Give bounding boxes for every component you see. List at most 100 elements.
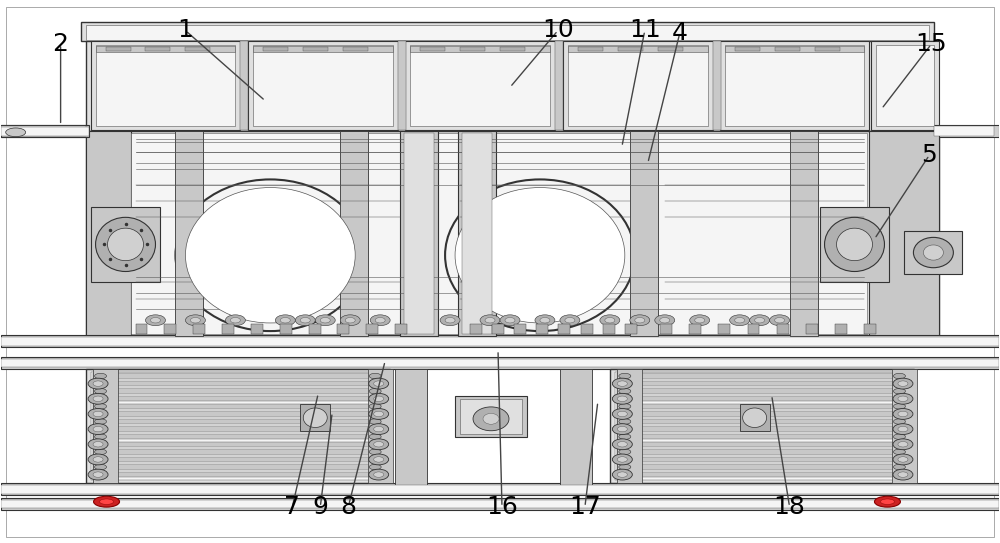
Bar <box>934 127 994 136</box>
Ellipse shape <box>374 396 384 401</box>
Ellipse shape <box>369 381 381 386</box>
Ellipse shape <box>619 419 631 424</box>
Ellipse shape <box>825 217 884 272</box>
Bar <box>93 381 383 386</box>
Ellipse shape <box>369 374 381 378</box>
Ellipse shape <box>893 441 905 447</box>
Bar <box>815 47 840 50</box>
Ellipse shape <box>619 381 631 386</box>
Bar <box>1 125 89 137</box>
Ellipse shape <box>93 426 103 432</box>
Ellipse shape <box>898 426 908 432</box>
Ellipse shape <box>303 408 327 427</box>
Bar <box>934 125 999 137</box>
Bar <box>740 404 770 431</box>
Ellipse shape <box>612 424 632 434</box>
Ellipse shape <box>6 128 26 137</box>
Ellipse shape <box>619 426 631 432</box>
Ellipse shape <box>617 472 627 477</box>
Bar <box>309 324 321 334</box>
Ellipse shape <box>93 396 103 401</box>
Bar <box>458 131 496 337</box>
Bar <box>617 426 907 432</box>
Ellipse shape <box>619 441 631 447</box>
Ellipse shape <box>635 318 645 323</box>
Ellipse shape <box>100 499 114 504</box>
Bar <box>96 45 235 127</box>
Bar <box>1 359 999 368</box>
Bar <box>617 388 907 394</box>
Bar <box>164 324 176 334</box>
Bar <box>93 403 383 409</box>
Bar <box>400 131 438 337</box>
Ellipse shape <box>612 469 632 480</box>
Ellipse shape <box>370 315 390 326</box>
Ellipse shape <box>605 318 615 323</box>
Bar <box>175 131 203 337</box>
Bar <box>617 472 907 477</box>
Ellipse shape <box>480 315 500 326</box>
Bar <box>93 457 383 462</box>
Ellipse shape <box>185 187 355 323</box>
Ellipse shape <box>619 449 631 454</box>
Bar <box>617 396 907 401</box>
Bar <box>1 357 999 369</box>
Ellipse shape <box>898 472 908 477</box>
Ellipse shape <box>280 318 290 323</box>
Ellipse shape <box>95 434 107 439</box>
Ellipse shape <box>440 315 460 326</box>
Ellipse shape <box>374 441 384 447</box>
Ellipse shape <box>374 457 384 462</box>
Bar <box>617 374 907 378</box>
Bar <box>1 500 999 508</box>
Ellipse shape <box>190 318 200 323</box>
Ellipse shape <box>369 449 381 454</box>
Ellipse shape <box>369 396 381 401</box>
Bar <box>617 449 907 454</box>
Ellipse shape <box>893 381 905 386</box>
Bar <box>1 483 999 495</box>
Ellipse shape <box>345 318 355 323</box>
Text: 7: 7 <box>284 495 300 519</box>
Bar <box>1 336 999 348</box>
Bar <box>563 41 713 130</box>
Ellipse shape <box>95 381 107 386</box>
Bar <box>617 419 907 424</box>
Ellipse shape <box>560 315 580 326</box>
Ellipse shape <box>88 378 108 389</box>
Bar <box>86 369 390 483</box>
Bar <box>610 369 914 483</box>
Bar <box>253 46 393 52</box>
Ellipse shape <box>612 439 632 450</box>
Text: 11: 11 <box>629 18 661 42</box>
Bar <box>91 41 240 130</box>
Bar <box>81 22 934 41</box>
Ellipse shape <box>893 454 913 465</box>
Bar <box>253 45 393 127</box>
Text: 15: 15 <box>916 32 947 56</box>
Ellipse shape <box>617 381 627 386</box>
Bar <box>91 372 385 480</box>
Ellipse shape <box>898 411 908 416</box>
Ellipse shape <box>369 388 381 394</box>
Bar <box>603 324 615 334</box>
Bar <box>615 372 909 480</box>
Ellipse shape <box>735 318 745 323</box>
Bar <box>617 434 907 439</box>
Ellipse shape <box>369 419 381 424</box>
Ellipse shape <box>95 396 107 401</box>
Bar <box>340 131 368 337</box>
Ellipse shape <box>617 441 627 447</box>
Ellipse shape <box>275 315 295 326</box>
Bar <box>748 324 759 334</box>
Bar <box>263 47 288 50</box>
Ellipse shape <box>923 245 943 260</box>
Ellipse shape <box>619 411 631 416</box>
Bar <box>460 399 522 434</box>
Ellipse shape <box>369 472 381 477</box>
Bar <box>470 324 482 334</box>
Ellipse shape <box>619 396 631 401</box>
Ellipse shape <box>617 426 627 432</box>
Text: 5: 5 <box>922 143 937 167</box>
Bar <box>725 46 864 52</box>
